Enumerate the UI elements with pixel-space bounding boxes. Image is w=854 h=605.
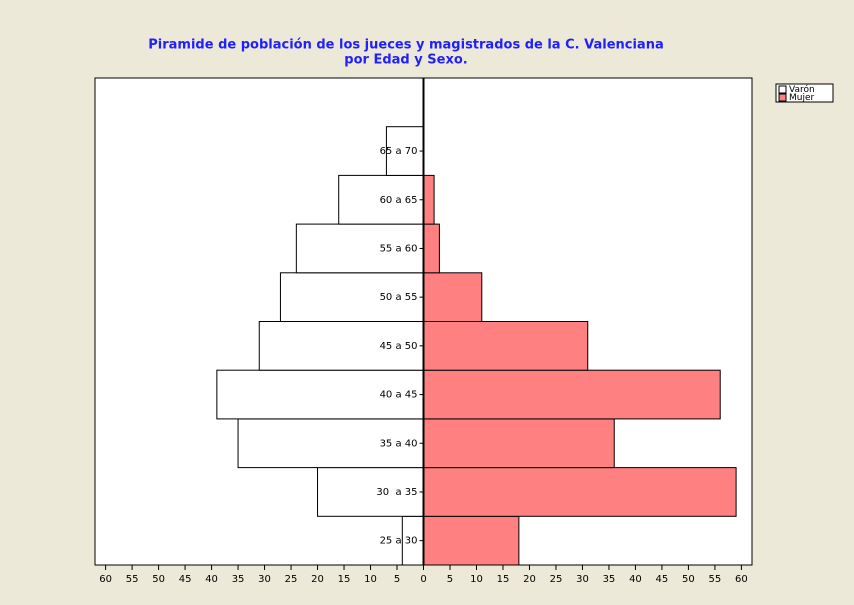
bar [423, 418, 615, 469]
x-tick-label: 35 [232, 574, 245, 585]
bar [423, 515, 520, 566]
x-tick-label: 25 [550, 574, 563, 585]
x-tick-label: 60 [735, 574, 748, 585]
bar [338, 174, 424, 225]
x-tick-label: 55 [126, 574, 139, 585]
legend-label: Varón [789, 84, 815, 95]
bar [317, 467, 424, 517]
bar [423, 369, 721, 420]
y-tick-label: 60 a 65 [380, 195, 418, 206]
bar [237, 418, 424, 469]
bar [423, 467, 737, 517]
x-tick-label: 25 [285, 574, 298, 585]
x-tick-label: 45 [179, 574, 192, 585]
chart-subtitle: por Edad y Sexo. [344, 53, 467, 68]
x-tick-label: 10 [470, 574, 483, 585]
y-tick-label: 45 a 50 [380, 341, 418, 352]
bar [258, 321, 424, 371]
legend-label: Mujer [789, 93, 815, 103]
y-tick-label: 40 a 45 [380, 390, 418, 401]
x-tick-label: 10 [364, 574, 377, 585]
y-tick-label: 30 a 35 [376, 487, 417, 498]
x-tick-label: 0 [420, 574, 426, 585]
bar [423, 174, 435, 225]
x-tick-label: 40 [629, 574, 642, 585]
bar [423, 272, 483, 322]
bar [423, 223, 440, 274]
legend-swatch [778, 93, 787, 102]
bar [295, 223, 425, 274]
legend-swatch [778, 85, 787, 94]
chart-title: Piramide de población de los jueces y ma… [148, 38, 663, 53]
y-tick-label: 65 a 70 [380, 146, 418, 157]
y-tick-label: 55 a 60 [380, 243, 418, 254]
x-tick-label: 20 [311, 574, 324, 585]
x-tick-label: 60 [99, 574, 112, 585]
x-tick-label: 45 [656, 574, 669, 585]
y-tick-label: 25 a 30 [380, 536, 418, 547]
x-tick-label: 50 [682, 574, 695, 585]
y-tick-label: 35 a 40 [380, 438, 418, 449]
legend [775, 83, 834, 103]
x-tick-label: 20 [523, 574, 536, 585]
x-tick-label: 30 [576, 574, 589, 585]
x-tick-label: 40 [205, 574, 218, 585]
bar [385, 126, 424, 176]
x-tick-label: 15 [338, 574, 351, 585]
bar [279, 272, 424, 322]
x-tick-label: 50 [152, 574, 165, 585]
x-tick-label: 5 [394, 574, 400, 585]
x-tick-label: 15 [497, 574, 510, 585]
x-tick-label: 5 [447, 574, 453, 585]
x-tick-label: 55 [709, 574, 722, 585]
y-tick-label: 50 a 55 [380, 292, 418, 303]
bar [423, 321, 589, 371]
x-tick-label: 35 [603, 574, 616, 585]
x-tick-label: 30 [258, 574, 271, 585]
